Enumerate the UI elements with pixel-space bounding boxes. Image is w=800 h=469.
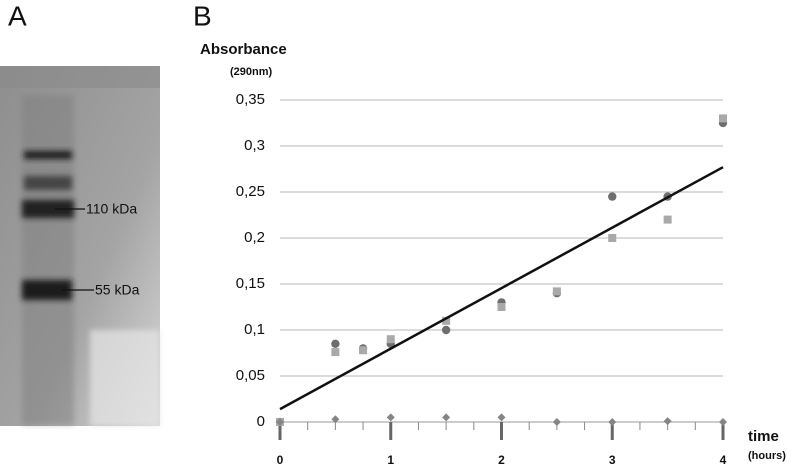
gel-image bbox=[0, 66, 160, 426]
point bbox=[719, 418, 727, 426]
x-axis-label: time bbox=[748, 428, 779, 445]
panel-label: A bbox=[8, 0, 27, 31]
y-tick-label: 0,2 bbox=[244, 229, 265, 246]
trend-line bbox=[279, 166, 724, 411]
point bbox=[442, 413, 451, 422]
point bbox=[608, 192, 617, 201]
x-tick-label: 2 bbox=[498, 453, 505, 467]
point bbox=[663, 215, 672, 224]
y-tick-label: 0,1 bbox=[244, 321, 265, 338]
x-tick-label: 4 bbox=[720, 453, 727, 467]
point bbox=[441, 325, 451, 335]
point bbox=[552, 287, 561, 296]
y-tick-label: 0,15 bbox=[236, 275, 265, 292]
point bbox=[331, 348, 340, 357]
point bbox=[608, 418, 617, 426]
point bbox=[552, 418, 561, 426]
point bbox=[663, 417, 672, 426]
point bbox=[386, 413, 395, 422]
point bbox=[608, 234, 617, 242]
band-label: 110 kDa bbox=[86, 201, 137, 217]
point bbox=[331, 339, 340, 348]
point bbox=[497, 413, 506, 422]
y-tick-label: 0,35 bbox=[236, 91, 265, 108]
y-tick-label: 0,25 bbox=[236, 183, 265, 200]
panel-label: B bbox=[193, 0, 212, 31]
point bbox=[442, 316, 451, 325]
y-tick-label: 0,3 bbox=[244, 137, 265, 154]
y-axis-label: Absorbance bbox=[200, 41, 287, 58]
x-tick-label: 1 bbox=[387, 453, 394, 467]
point bbox=[497, 303, 506, 311]
y-tick-label: 0 bbox=[257, 413, 265, 430]
x-tick-label: 3 bbox=[609, 453, 616, 467]
y-tick-label: 0,05 bbox=[236, 367, 265, 384]
x-axis-unit: (hours) bbox=[748, 450, 786, 462]
point bbox=[386, 335, 395, 344]
point bbox=[359, 346, 368, 355]
point bbox=[719, 114, 727, 123]
point bbox=[276, 418, 284, 426]
y-axis-unit: (290nm) bbox=[230, 66, 273, 78]
x-tick-label: 0 bbox=[277, 453, 284, 467]
point bbox=[331, 415, 340, 424]
band-label: 55 kDa bbox=[95, 282, 140, 298]
